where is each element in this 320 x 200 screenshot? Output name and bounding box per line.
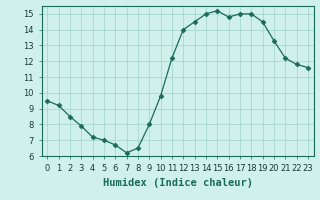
X-axis label: Humidex (Indice chaleur): Humidex (Indice chaleur): [103, 178, 252, 188]
